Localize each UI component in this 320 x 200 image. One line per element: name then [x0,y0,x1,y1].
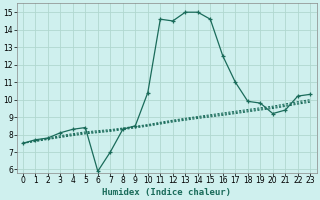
X-axis label: Humidex (Indice chaleur): Humidex (Indice chaleur) [102,188,231,197]
